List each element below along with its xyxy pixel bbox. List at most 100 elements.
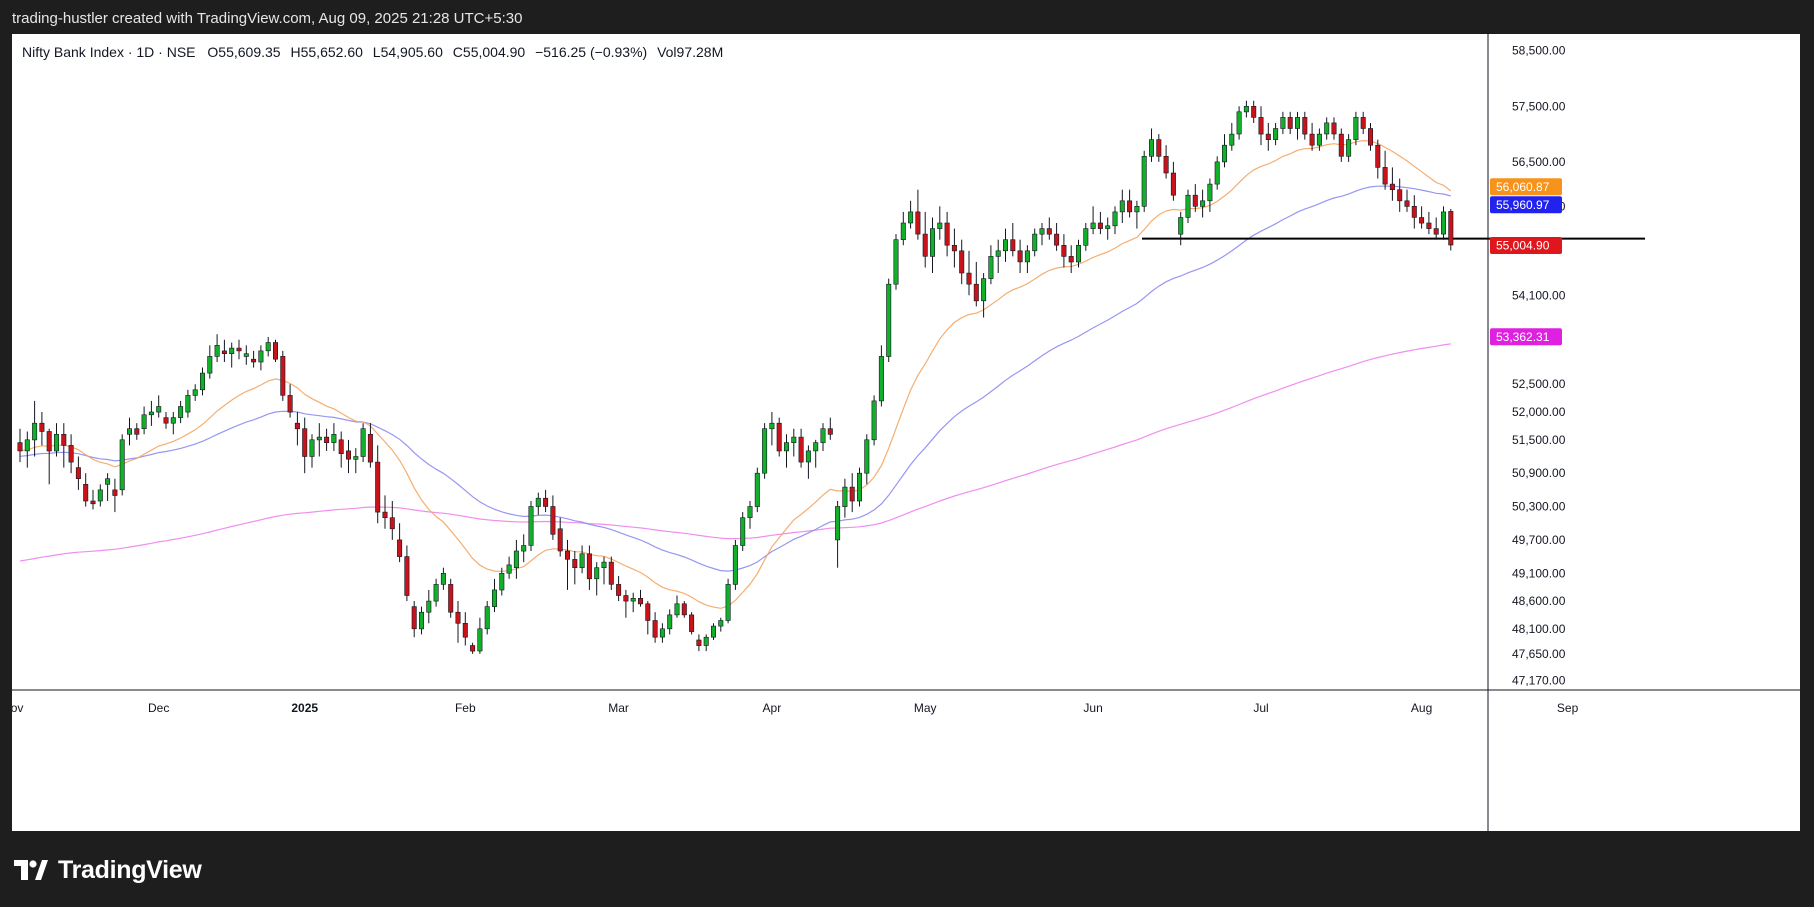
candle-body — [798, 436, 804, 463]
candle-body — [1433, 228, 1439, 235]
candle-body — [1149, 139, 1155, 157]
candle-body — [652, 620, 658, 638]
close-label: C — [452, 44, 463, 60]
high-value: 55,652.60 — [300, 44, 363, 60]
price-label: 53,362.31 — [1496, 330, 1550, 344]
candle-body — [1346, 139, 1352, 157]
candle-body — [1309, 133, 1315, 146]
candle-body — [1324, 122, 1330, 135]
candle-body — [360, 428, 366, 457]
candle-body — [594, 567, 600, 580]
candle-body — [440, 572, 446, 585]
ema50-line — [19, 185, 1451, 572]
price-label: 56,060.87 — [1496, 180, 1550, 194]
tradingview-logo[interactable]: TradingView — [14, 852, 202, 888]
candle-body — [207, 356, 213, 374]
candle-body — [236, 347, 242, 352]
candle-body — [1214, 161, 1220, 185]
candle-body — [886, 283, 892, 357]
x-tick-label: Mar — [608, 701, 629, 715]
candle-body — [53, 433, 59, 452]
candle-body — [1192, 194, 1198, 207]
candle-body — [776, 422, 782, 452]
candle-body — [90, 500, 96, 505]
candle-body — [528, 506, 534, 546]
candle-body — [200, 372, 206, 391]
candle-body — [579, 553, 585, 568]
candle-body — [345, 450, 351, 460]
candle-body — [1046, 228, 1052, 235]
candle-body — [324, 436, 330, 444]
x-tick-label: Feb — [455, 701, 476, 715]
y-tick-label: 48,600.00 — [1512, 594, 1566, 608]
candle-body — [550, 506, 556, 535]
candle-body — [1389, 183, 1395, 191]
chart-frame[interactable]: 58,500.0057,500.0056,500.0055,700.0054,1… — [12, 34, 1800, 831]
candle-body — [1382, 167, 1388, 185]
y-tick-label: 50,300.00 — [1512, 500, 1566, 514]
price-label-box — [1490, 328, 1562, 346]
candle-body — [397, 539, 403, 557]
candle-body — [1207, 183, 1213, 202]
candle-body — [309, 439, 315, 457]
candle-body — [1419, 217, 1425, 224]
candle-body — [272, 342, 278, 360]
ema20-line — [19, 139, 1452, 609]
y-tick-label: 47,170.00 — [1512, 674, 1566, 688]
candle-body — [973, 283, 979, 302]
candle-body — [1426, 222, 1432, 229]
candle-body — [783, 442, 789, 452]
candle-body — [1061, 245, 1067, 257]
candle-body — [820, 428, 826, 443]
candle-body — [24, 439, 30, 452]
candle-body — [543, 497, 549, 507]
candle-body — [1265, 133, 1271, 140]
change-value: −516.25 (−0.93%) — [535, 44, 648, 60]
candle-body — [1287, 117, 1293, 129]
candle-body — [572, 559, 578, 569]
volume-label: Vol — [657, 44, 677, 60]
y-tick-label: 51,500.00 — [1512, 433, 1566, 447]
candle-body — [316, 436, 322, 441]
candle-body — [842, 486, 848, 507]
candle-body — [1353, 117, 1359, 140]
candle-body — [470, 645, 476, 652]
candle-body — [922, 233, 928, 257]
candle-body — [1178, 217, 1184, 235]
price-chart[interactable]: 58,500.0057,500.0056,500.0055,700.0054,1… — [12, 34, 1800, 831]
candle-body — [192, 389, 198, 396]
candle-body — [937, 222, 943, 229]
candle-body — [499, 572, 505, 591]
candle-body — [1134, 206, 1140, 213]
x-tick-label: Apr — [763, 701, 782, 715]
candle-body — [623, 595, 629, 602]
candle-body — [1397, 189, 1403, 202]
candle-body — [769, 422, 775, 430]
candle-body — [805, 450, 811, 463]
candle-body — [127, 428, 133, 435]
open-label: O — [207, 44, 219, 60]
candle-body — [893, 239, 899, 285]
candle-body — [1280, 117, 1286, 129]
candle-body — [294, 422, 300, 430]
candle-body — [185, 395, 191, 413]
candle-body — [178, 406, 184, 418]
x-tick-label: May — [914, 701, 937, 715]
candle-body — [404, 556, 410, 596]
open-value: 55,609.35 — [218, 44, 281, 60]
candle-body — [331, 433, 337, 443]
candle-body — [1083, 228, 1089, 246]
candle-body — [900, 222, 906, 241]
x-tick-label: Dec — [148, 701, 169, 715]
y-tick-label: 57,500.00 — [1512, 99, 1566, 113]
candle-body — [1251, 106, 1257, 118]
candle-body — [119, 439, 125, 491]
x-tick-label: Sep — [1557, 701, 1579, 715]
candle-body — [1222, 144, 1228, 163]
candle-body — [513, 550, 519, 569]
candle-body — [75, 467, 81, 480]
candle-body — [601, 561, 607, 568]
y-tick-label: 54,100.00 — [1512, 288, 1566, 302]
candle-body — [1010, 239, 1016, 252]
low-value: 54,905.60 — [380, 44, 443, 60]
